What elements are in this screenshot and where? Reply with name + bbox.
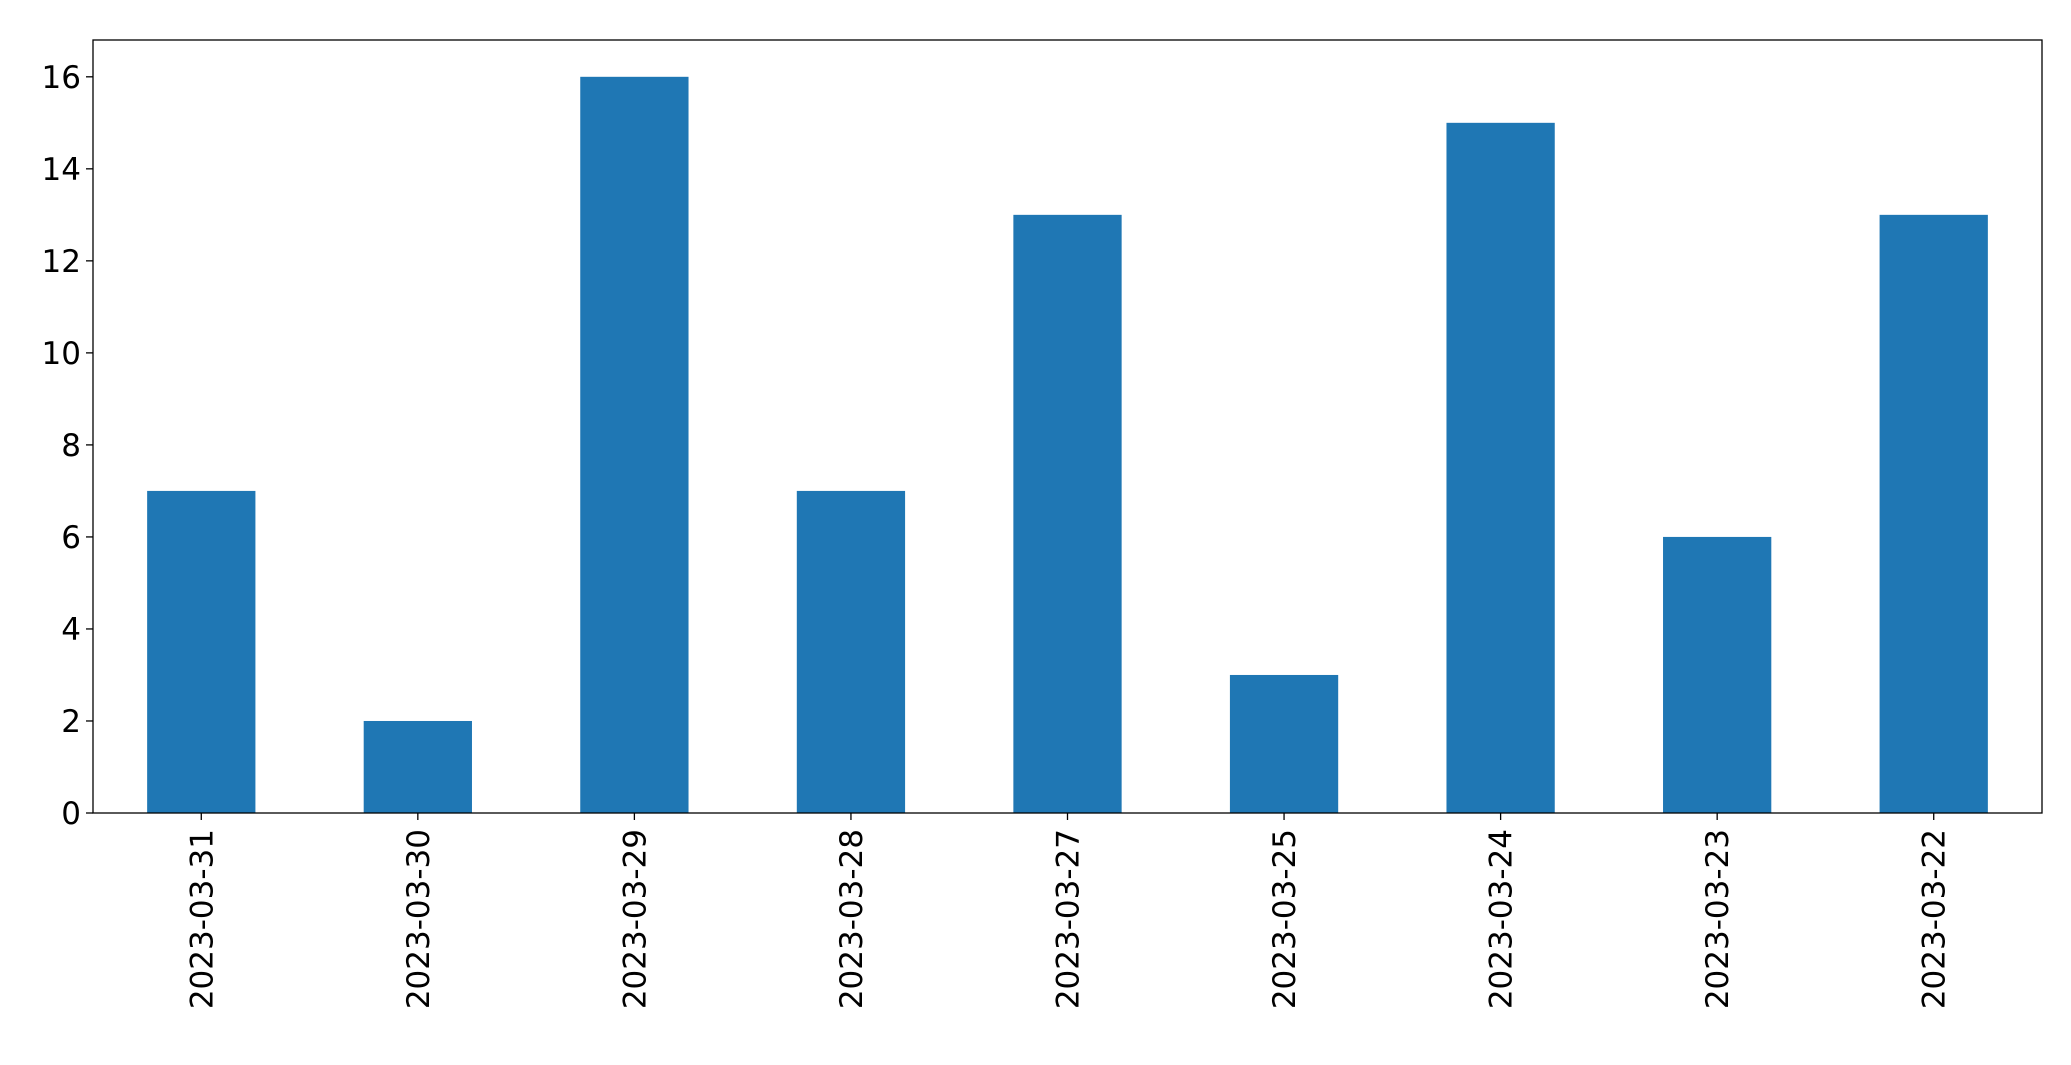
y-tick-label: 6 xyxy=(61,520,81,556)
x-tick-label: 2023-03-23 xyxy=(1700,829,1736,1009)
y-tick-label: 4 xyxy=(61,612,81,648)
y-axis: 0 2 4 6 8 10 12 14 16 xyxy=(42,60,93,832)
x-tick-label: 2023-03-27 xyxy=(1051,829,1087,1009)
x-tick-label: 2023-03-28 xyxy=(834,829,870,1009)
bar-2023-03-28 xyxy=(796,490,906,813)
bar-2023-03-31 xyxy=(147,490,256,813)
bar-2023-03-23 xyxy=(1663,536,1772,813)
y-tick-label: 10 xyxy=(42,336,81,372)
x-tick-label: 2023-03-29 xyxy=(617,829,653,1009)
bar-2023-03-27 xyxy=(1013,214,1122,814)
x-tick-label: 2023-03-30 xyxy=(401,829,437,1009)
bar-2023-03-22 xyxy=(1879,214,1988,814)
y-tick-label: 2 xyxy=(61,704,81,740)
x-tick-label: 2023-03-24 xyxy=(1484,829,1520,1009)
y-tick-label: 16 xyxy=(42,60,81,96)
bar-2023-03-29 xyxy=(580,76,689,814)
y-tick-label: 12 xyxy=(42,244,81,280)
plot-frame xyxy=(92,39,2043,814)
bar-2023-03-25 xyxy=(1229,674,1339,813)
x-tick-label: 2023-03-31 xyxy=(184,829,220,1009)
y-tick-label: 8 xyxy=(61,428,81,464)
bar-2023-03-24 xyxy=(1446,122,1555,814)
bar-2023-03-30 xyxy=(363,720,472,813)
x-tick-label: 2023-03-22 xyxy=(1917,829,1953,1009)
x-axis: 2023-03-31 2023-03-30 2023-03-29 2023-03-28… xyxy=(184,813,1953,1009)
bars xyxy=(147,76,1988,814)
y-tick-label: 14 xyxy=(42,152,81,188)
y-tick-label: 0 xyxy=(61,796,81,832)
x-tick-label: 2023-03-25 xyxy=(1267,829,1303,1009)
